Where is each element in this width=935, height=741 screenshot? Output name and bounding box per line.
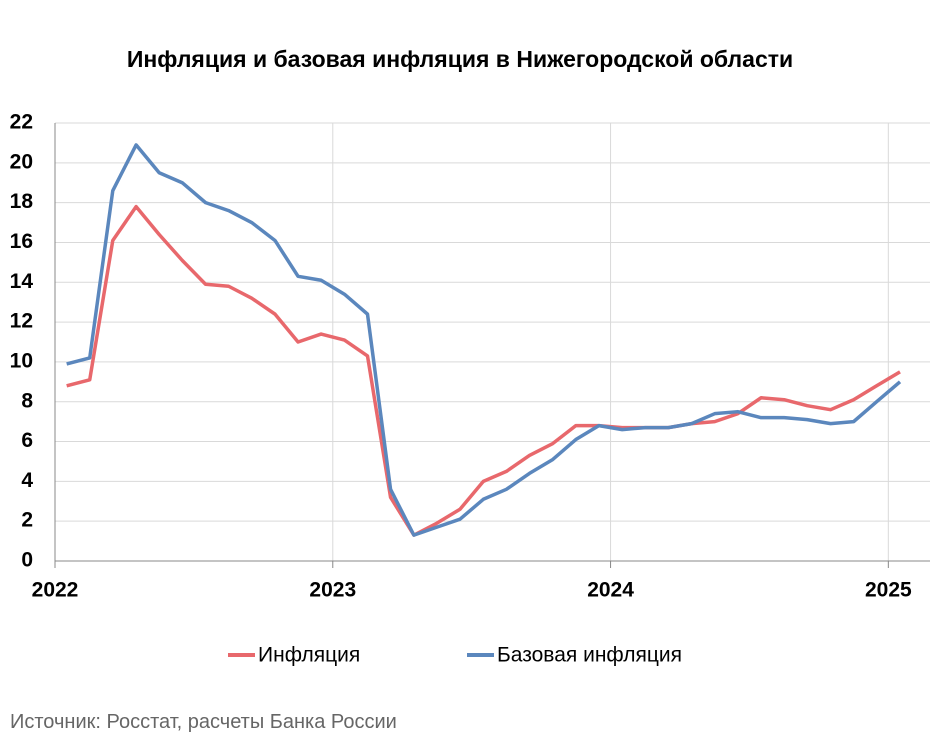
- line: [66, 204, 901, 537]
- x-tick-label: 2024: [587, 579, 634, 602]
- y-tick-label: 12: [10, 310, 33, 333]
- x-tick-label: 2023: [309, 579, 356, 602]
- y-tick-label: 22: [10, 111, 33, 134]
- legend-label: Базовая инфляция: [497, 644, 682, 667]
- y-tick-label: 6: [21, 429, 33, 452]
- y-tick-label: 10: [10, 349, 33, 372]
- y-tick-label: 16: [10, 230, 33, 253]
- legend-label: Инфляция: [258, 644, 360, 667]
- y-tick-label: 2: [21, 509, 33, 532]
- line: [66, 143, 902, 537]
- x-tick-label: 2025: [865, 579, 912, 602]
- source: Источник: Росстат, расчеты Банка России: [10, 711, 397, 733]
- y-tick-label: 4: [21, 469, 33, 492]
- y-tick-label: 20: [10, 150, 33, 173]
- y-tick-label: 8: [21, 389, 33, 412]
- y-tick-label: 0: [21, 549, 33, 572]
- x-tick-label: 2022: [32, 579, 79, 602]
- y-tick-label: 18: [10, 190, 34, 213]
- chart-title: Инфляция и базовая инфляция в Нижегородс…: [126, 46, 794, 72]
- y-tick-label: 14: [10, 270, 34, 293]
